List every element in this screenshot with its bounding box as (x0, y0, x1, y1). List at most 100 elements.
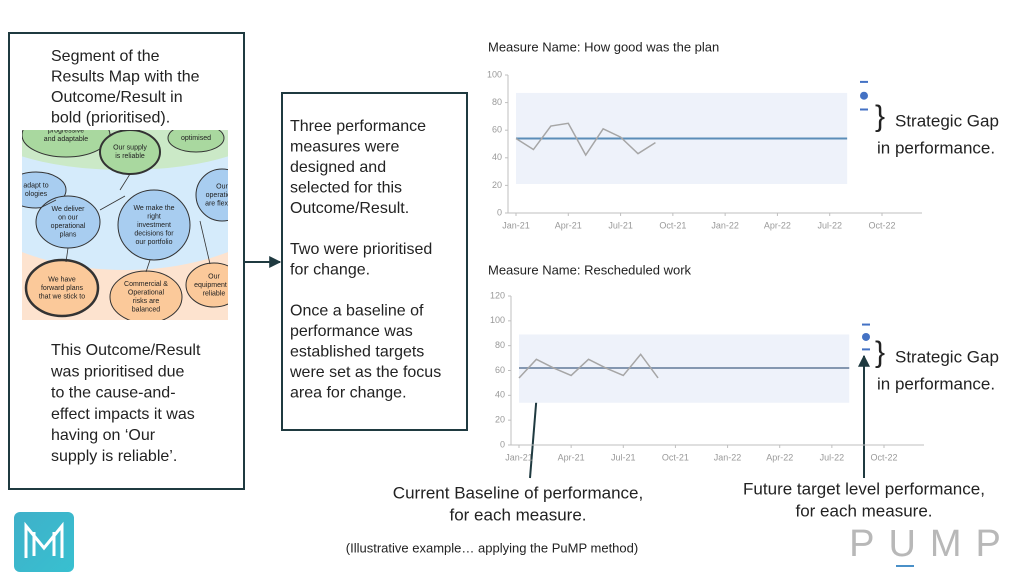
x-tick-label: Jul-21 (608, 220, 633, 230)
middle-box-text: for change. (290, 262, 370, 279)
logo-icon (14, 512, 74, 572)
map-link (65, 247, 69, 263)
middle-box-text: area for change. (290, 385, 407, 402)
map-node-label: We deliver (52, 206, 86, 213)
map-node-label: that we stick to (39, 293, 85, 300)
chart-title: Measure Name: Rescheduled work (488, 262, 692, 277)
x-tick-label: Jan-21 (505, 452, 533, 462)
logo-icon-glyph (24, 521, 64, 558)
map-node-label: investment (137, 222, 171, 229)
map-link (145, 259, 151, 273)
y-tick-label: 20 (495, 415, 505, 425)
chart-title: Measure Name: How good was the plan (488, 39, 719, 54)
map-node-label: and adaptable (44, 136, 88, 143)
middle-box-text: performance was (290, 323, 413, 340)
map-node-label: equipment is (194, 282, 234, 289)
logo-text: PUMP (849, 523, 1015, 565)
map-node-label: We make the (133, 205, 174, 212)
data-line (518, 353, 659, 379)
middle-box (281, 92, 468, 431)
middle-box-text: Three performance (290, 118, 426, 135)
map-node-label: operations (206, 192, 239, 199)
footer: (Illustrative example… applying the PuMP… (346, 540, 638, 555)
y-tick-label: 100 (490, 315, 505, 325)
y-tick-label: 80 (495, 340, 505, 350)
annotation: Future target level performance, (743, 479, 985, 498)
y-tick-label: 80 (492, 97, 502, 107)
x-tick-label: Jul-22 (817, 220, 842, 230)
left-box-text: bold (prioritised). (51, 110, 170, 127)
map-node-label: our portfolio (136, 239, 173, 246)
map-node-label: plans (60, 232, 77, 239)
middle-box-text: established targets (290, 344, 424, 361)
x-tick-label: Apr-22 (764, 220, 791, 230)
map-node-label: Our (216, 183, 228, 190)
map-node (167, 130, 225, 153)
gap-brace: } (875, 100, 885, 133)
map-node-label: Our (208, 273, 220, 280)
left-box-text: effect impacts it was (51, 406, 195, 423)
x-tick-label: Oct-22 (870, 452, 897, 462)
middle-box-text: Outcome/Result. (290, 200, 409, 217)
y-tick-label: 40 (492, 152, 502, 162)
left-box-text: Results Map with the (51, 69, 200, 86)
gap-brace: } (875, 336, 885, 369)
x-tick-label: Jan-21 (502, 220, 530, 230)
map-node-label: progressive (48, 128, 84, 135)
x-tick-label: Jan-22 (714, 452, 742, 462)
map-node-label: operational (51, 223, 86, 230)
x-tick-label: Jul-22 (820, 452, 845, 462)
annotation: for each measure. (795, 501, 932, 520)
left-box-text: having on ‘Our (51, 427, 156, 444)
map-node-label: Commercial & (124, 281, 168, 288)
map-node-label: right (147, 213, 161, 220)
annotation: for each measure. (449, 505, 586, 524)
x-tick-label: Apr-21 (558, 452, 585, 462)
left-box-text: supply is reliable’. (51, 448, 177, 465)
map-link (99, 195, 126, 211)
x-tick-label: Jan-22 (711, 220, 739, 230)
target-dot (862, 332, 870, 341)
map-node (35, 195, 101, 249)
map-node-label: ologies (25, 191, 48, 198)
middle-box-text: measures were (290, 139, 399, 156)
data-line (515, 122, 656, 157)
gap-label: Strategic Gap (895, 347, 999, 366)
map-node-label: reliable (203, 290, 226, 297)
map-node (185, 262, 228, 308)
map-node-label: Our supply (113, 145, 147, 152)
middle-box-text: designed and (290, 159, 386, 176)
map-node-label: are flexible (205, 200, 239, 207)
map-node-label: Operational (128, 290, 165, 297)
y-tick-label: 0 (500, 439, 505, 449)
y-tick-label: 0 (497, 207, 502, 217)
map-node-label: adapt to (23, 183, 48, 190)
annotation: Current Baseline of performance, (393, 483, 643, 502)
middle-box-text: Once a baseline of (290, 303, 424, 320)
left-box-text: was prioritised due (50, 363, 185, 380)
x-tick-label: Oct-22 (868, 220, 895, 230)
map-node (99, 130, 161, 175)
map-node (195, 168, 228, 222)
gap-label: in performance. (877, 374, 995, 393)
map-node-label: on our (58, 215, 79, 222)
y-tick-label: 60 (492, 125, 502, 135)
y-tick-label: 20 (492, 180, 502, 190)
gap-label: Strategic Gap (895, 111, 999, 130)
map-node-label: risks are (133, 298, 160, 305)
middle-box-text: selected for this (290, 180, 402, 197)
x-tick-label: Jul-21 (611, 452, 636, 462)
middle-box-text: were set as the focus (289, 364, 441, 381)
map-node-label: We have (48, 276, 76, 283)
left-box-text: Outcome/Result in (51, 89, 183, 106)
y-tick-label: 100 (487, 69, 502, 79)
x-tick-label: Apr-22 (766, 452, 793, 462)
y-tick-label: 40 (495, 390, 505, 400)
left-box-text: to the cause-and- (51, 385, 176, 402)
map-node-label: is reliable (115, 153, 145, 160)
left-box-text: This Outcome/Result (51, 342, 201, 359)
middle-box-text: Two were prioritised (290, 241, 432, 258)
map-node (117, 189, 191, 261)
